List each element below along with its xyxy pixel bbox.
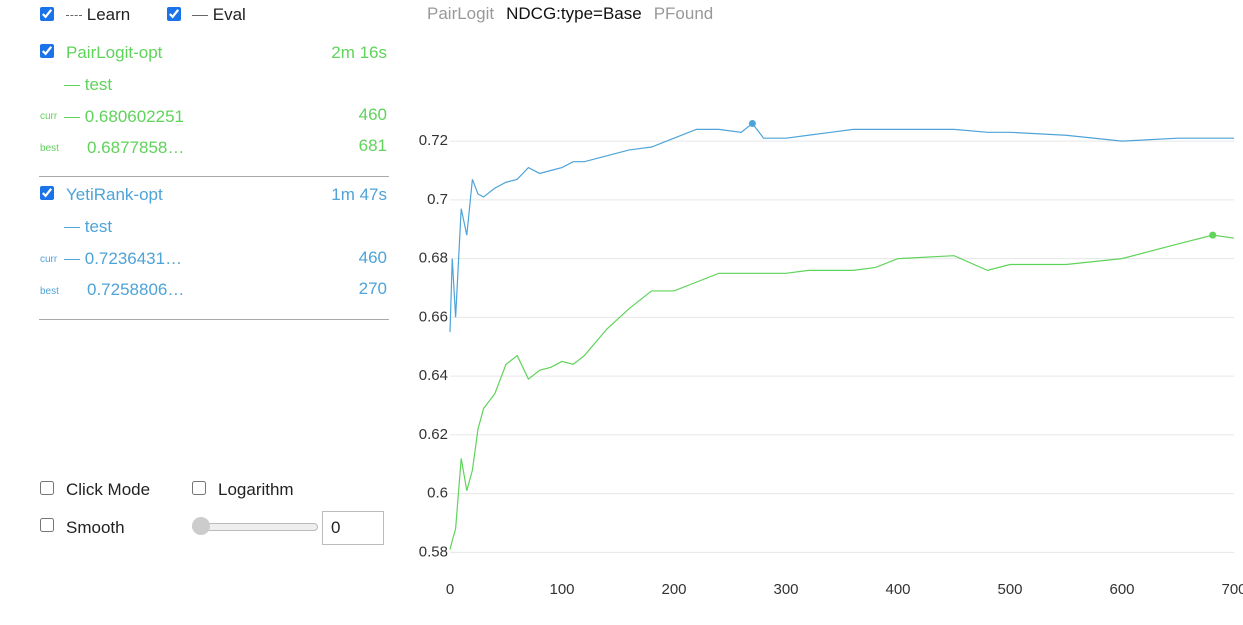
y-tick-label: 0.66 [419, 308, 448, 325]
run-time: 2m 16s [331, 43, 387, 62]
best-label: best [40, 286, 59, 297]
curr-row: 0.7236431… [64, 249, 182, 269]
run-checkbox[interactable] [40, 44, 54, 58]
series-line [449, 234, 1235, 550]
eval-label: Eval [212, 5, 246, 24]
click-mode-checkbox[interactable] [40, 481, 54, 495]
run-name: PairLogit-opt [66, 43, 163, 62]
curr-row: 0.680602251 [64, 107, 184, 127]
curr-value: 0.680602251 [84, 107, 185, 126]
best-value: 0.7258806… [87, 280, 185, 299]
best-label: best [40, 143, 59, 154]
run-checkbox[interactable] [40, 186, 54, 200]
y-tick-label: 0.64 [419, 367, 448, 384]
tab[interactable]: PFound [653, 4, 714, 23]
y-tick-label: 0.7 [427, 191, 448, 208]
eval-legend: Eval [192, 5, 246, 25]
y-tick-label: 0.6 [427, 485, 448, 502]
smooth-input[interactable]: 0 [322, 511, 384, 545]
smooth-checkbox[interactable] [40, 518, 54, 532]
best-iteration: 270 [358, 279, 387, 298]
tab[interactable]: NDCG:type=Base [506, 4, 642, 23]
curr-label: curr [40, 254, 58, 265]
curr-iteration: 460 [358, 248, 387, 267]
y-tick-label: 0.62 [419, 426, 448, 443]
learn-checkbox[interactable] [40, 7, 54, 21]
learn-label: Learn [86, 5, 131, 24]
eval-checkbox[interactable] [167, 7, 181, 21]
x-tick-label: 0 [446, 581, 454, 598]
x-tick-label: 200 [661, 581, 686, 598]
separator [39, 176, 389, 177]
learn-legend: Learn [66, 5, 130, 25]
metric-name: test [84, 75, 113, 94]
series-line [449, 122, 1234, 333]
curr-value: 0.7236431… [84, 249, 183, 268]
x-tick-label: 500 [997, 581, 1022, 598]
x-tick-label: 600 [1109, 581, 1134, 598]
curr-label: curr [40, 111, 58, 122]
y-tick-label: 0.68 [419, 250, 448, 267]
run-name: YetiRank-opt [66, 185, 163, 204]
y-tick-label: 0.58 [419, 543, 448, 560]
best-marker [1209, 231, 1217, 239]
metric-row: test [64, 217, 112, 237]
click-mode-label: Click Mode [66, 480, 151, 499]
run-time: 1m 47s [331, 185, 387, 204]
x-tick-label: 100 [549, 581, 574, 598]
x-tick-label: 400 [885, 581, 910, 598]
y-tick-label: 0.72 [419, 132, 448, 149]
x-tick-label: 700 [1221, 581, 1243, 598]
curr-iteration: 460 [358, 105, 387, 124]
logarithm-label: Logarithm [218, 480, 294, 499]
metric-tabs: PairLogit NDCG:type=Base PFound [427, 4, 713, 24]
metric-row: test [64, 75, 112, 95]
x-tick-label: 300 [773, 581, 798, 598]
logarithm-checkbox[interactable] [192, 481, 206, 495]
tab[interactable]: PairLogit [427, 4, 495, 23]
smooth-label: Smooth [66, 518, 125, 537]
best-marker [748, 120, 756, 127]
metric-name: test [84, 217, 113, 236]
separator [39, 319, 389, 320]
best-iteration: 681 [358, 136, 387, 155]
slider-knob[interactable] [192, 517, 210, 535]
best-value: 0.6877858… [87, 138, 185, 157]
